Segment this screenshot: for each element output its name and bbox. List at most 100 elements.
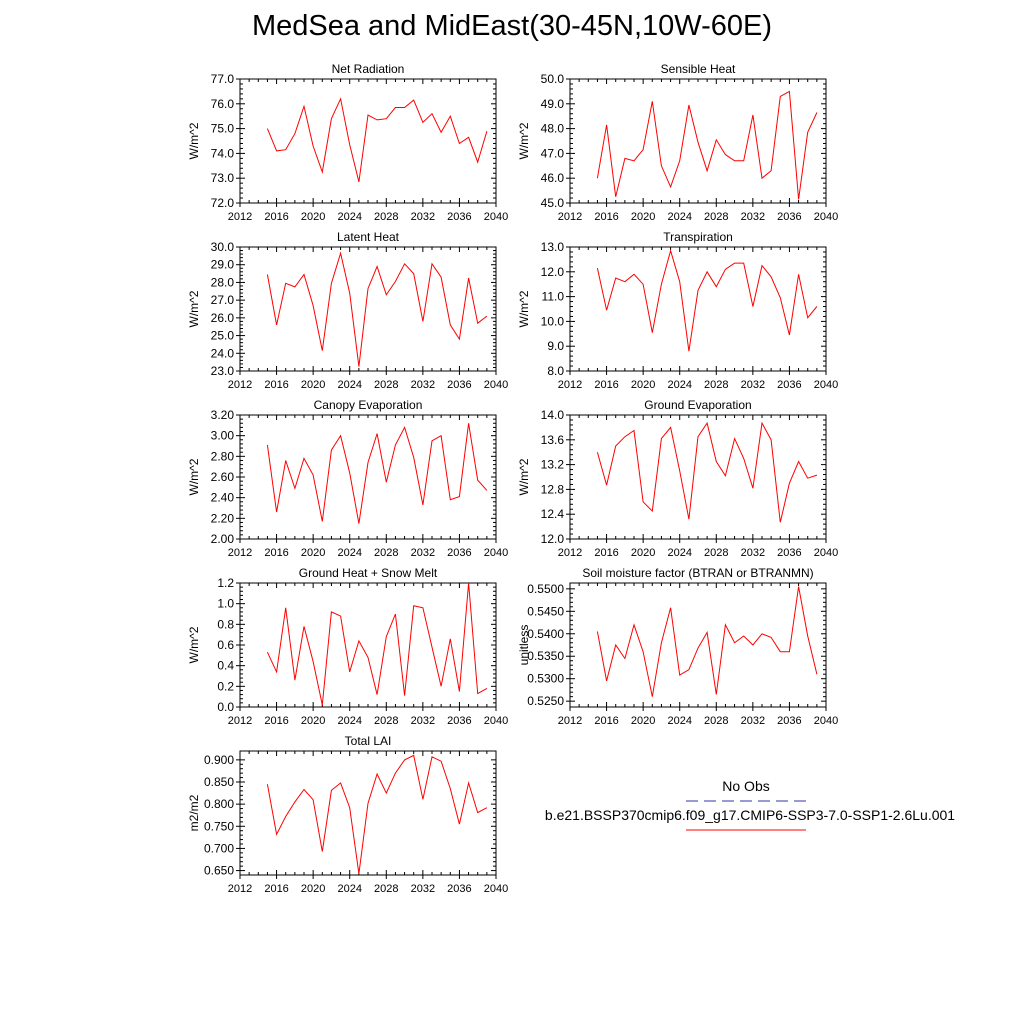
y-tick-label: 49.0 <box>541 97 565 111</box>
x-tick-label: 2028 <box>704 211 728 223</box>
series-line <box>266 97 488 183</box>
x-tick-label: 2024 <box>667 379 691 391</box>
y-axis-label: W/m^2 <box>517 458 531 495</box>
x-tick-label: 2036 <box>447 379 471 391</box>
x-tick-label: 2016 <box>264 547 288 559</box>
x-tick-label: 2024 <box>337 211 361 223</box>
y-tick-label: 12.8 <box>541 482 565 496</box>
x-tick-label: 2016 <box>594 715 618 727</box>
series-line <box>596 248 818 352</box>
x-tick-label: 2024 <box>667 547 691 559</box>
y-tick-label: 74.0 <box>211 146 235 160</box>
x-tick-label: 2028 <box>704 547 728 559</box>
x-tick-label: 2028 <box>374 211 398 223</box>
y-tick-label: 24.0 <box>211 346 235 360</box>
y-axis-label: W/m^2 <box>187 290 201 327</box>
panel-8: 2012 2016 2020 2024 2028 2032 2036 2040 0.650 0.7… <box>187 734 508 895</box>
y-tick-label: 0.5300 <box>527 672 564 686</box>
y-axis-label: W/m^2 <box>517 122 531 159</box>
x-tick-label: 2036 <box>447 211 471 223</box>
panel-title: Latent Heat <box>337 230 400 244</box>
x-tick-label: 2040 <box>814 715 838 727</box>
x-tick-label: 2024 <box>337 379 361 391</box>
panel-6: 2012 2016 2020 2024 2028 2032 2036 2040 0.0 0.2 0.… <box>187 566 508 727</box>
y-axis-label: unitless <box>517 625 531 666</box>
panel-2: 2012 2016 2020 2024 2028 2032 2036 2040 23.0 24.0… <box>187 230 508 391</box>
x-tick-label: 2024 <box>337 883 361 895</box>
y-tick-label: 72.0 <box>211 196 235 210</box>
y-tick-label: 9.0 <box>547 339 564 353</box>
panel-title: Net Radiation <box>332 62 405 76</box>
x-tick-label: 2024 <box>337 547 361 559</box>
x-tick-label: 2012 <box>228 715 252 727</box>
y-tick-label: 47.0 <box>541 146 565 160</box>
x-tick-label: 2036 <box>777 379 801 391</box>
x-tick-label: 2016 <box>594 211 618 223</box>
y-tick-label: 3.00 <box>211 429 235 443</box>
x-tick-label: 2024 <box>337 715 361 727</box>
y-tick-label: 0.4 <box>217 659 234 673</box>
y-tick-label: 0.750 <box>204 819 234 833</box>
y-axis-label: W/m^2 <box>187 122 201 159</box>
y-tick-label: 12.0 <box>541 265 565 279</box>
y-tick-label: 13.2 <box>541 458 565 472</box>
y-tick-label: 46.0 <box>541 171 565 185</box>
panel-0: 2012 2016 2020 2024 2028 2032 2036 2040 72.0 73.0… <box>187 62 508 223</box>
y-tick-label: 0.5400 <box>527 627 564 641</box>
y-axis-label: W/m^2 <box>187 626 201 663</box>
y-tick-label: 10.0 <box>541 314 565 328</box>
x-tick-label: 2040 <box>814 211 838 223</box>
x-tick-label: 2032 <box>741 211 765 223</box>
x-tick-label: 2032 <box>411 883 435 895</box>
x-tick-label: 2032 <box>411 211 435 223</box>
y-tick-label: 12.0 <box>541 532 565 546</box>
y-tick-label: 13.0 <box>541 240 565 254</box>
x-tick-label: 2016 <box>264 883 288 895</box>
y-tick-label: 2.00 <box>211 532 235 546</box>
plot-frame <box>239 246 497 372</box>
x-tick-label: 2012 <box>558 715 582 727</box>
legend-case-label: b.e21.BSSP370cmip6.f09_g17.CMIP6-SSP3-7.… <box>544 807 956 823</box>
x-tick-label: 2028 <box>704 379 728 391</box>
x-tick-label: 2012 <box>228 547 252 559</box>
y-tick-label: 23.0 <box>211 364 235 378</box>
x-tick-label: 2032 <box>741 715 765 727</box>
x-tick-label: 2028 <box>374 379 398 391</box>
panel-title: Ground Evaporation <box>644 398 751 412</box>
y-tick-label: 0.700 <box>204 841 234 855</box>
y-tick-label: 0.850 <box>204 775 234 789</box>
x-tick-label: 2028 <box>374 547 398 559</box>
y-tick-label: 0.900 <box>204 753 234 767</box>
y-tick-label: 28.0 <box>211 275 235 289</box>
plot-frame <box>239 750 497 876</box>
x-tick-label: 2040 <box>484 379 508 391</box>
x-tick-label: 2040 <box>484 547 508 559</box>
x-tick-label: 2020 <box>631 379 655 391</box>
x-tick-label: 2016 <box>264 379 288 391</box>
panel-title: Soil moisture factor (BTRAN or BTRANMN) <box>582 566 813 580</box>
x-tick-label: 2028 <box>704 715 728 727</box>
series-line <box>266 251 488 367</box>
y-tick-label: 48.0 <box>541 122 565 136</box>
y-tick-label: 0.2 <box>217 679 234 693</box>
x-tick-label: 2020 <box>631 211 655 223</box>
x-tick-label: 2020 <box>301 547 325 559</box>
x-tick-label: 2032 <box>411 547 435 559</box>
panel-7: 2012 2016 2020 2024 2028 2032 2036 2040 0.5250 0.… <box>517 566 838 727</box>
x-tick-label: 2012 <box>228 211 252 223</box>
x-tick-label: 2020 <box>301 379 325 391</box>
y-tick-label: 1.2 <box>217 576 234 590</box>
panel-title: Canopy Evaporation <box>314 398 423 412</box>
y-tick-label: 0.650 <box>204 864 234 878</box>
x-tick-label: 2020 <box>631 547 655 559</box>
plot-frame <box>239 582 497 708</box>
x-tick-label: 2012 <box>228 379 252 391</box>
main-title: MedSea and MidEast(30-45N,10W-60E) <box>251 10 773 42</box>
y-tick-label: 30.0 <box>211 240 235 254</box>
y-tick-label: 2.20 <box>211 511 235 525</box>
x-tick-label: 2024 <box>667 211 691 223</box>
series-line <box>596 90 818 200</box>
y-tick-label: 25.0 <box>211 329 235 343</box>
y-tick-label: 0.5250 <box>527 694 564 708</box>
